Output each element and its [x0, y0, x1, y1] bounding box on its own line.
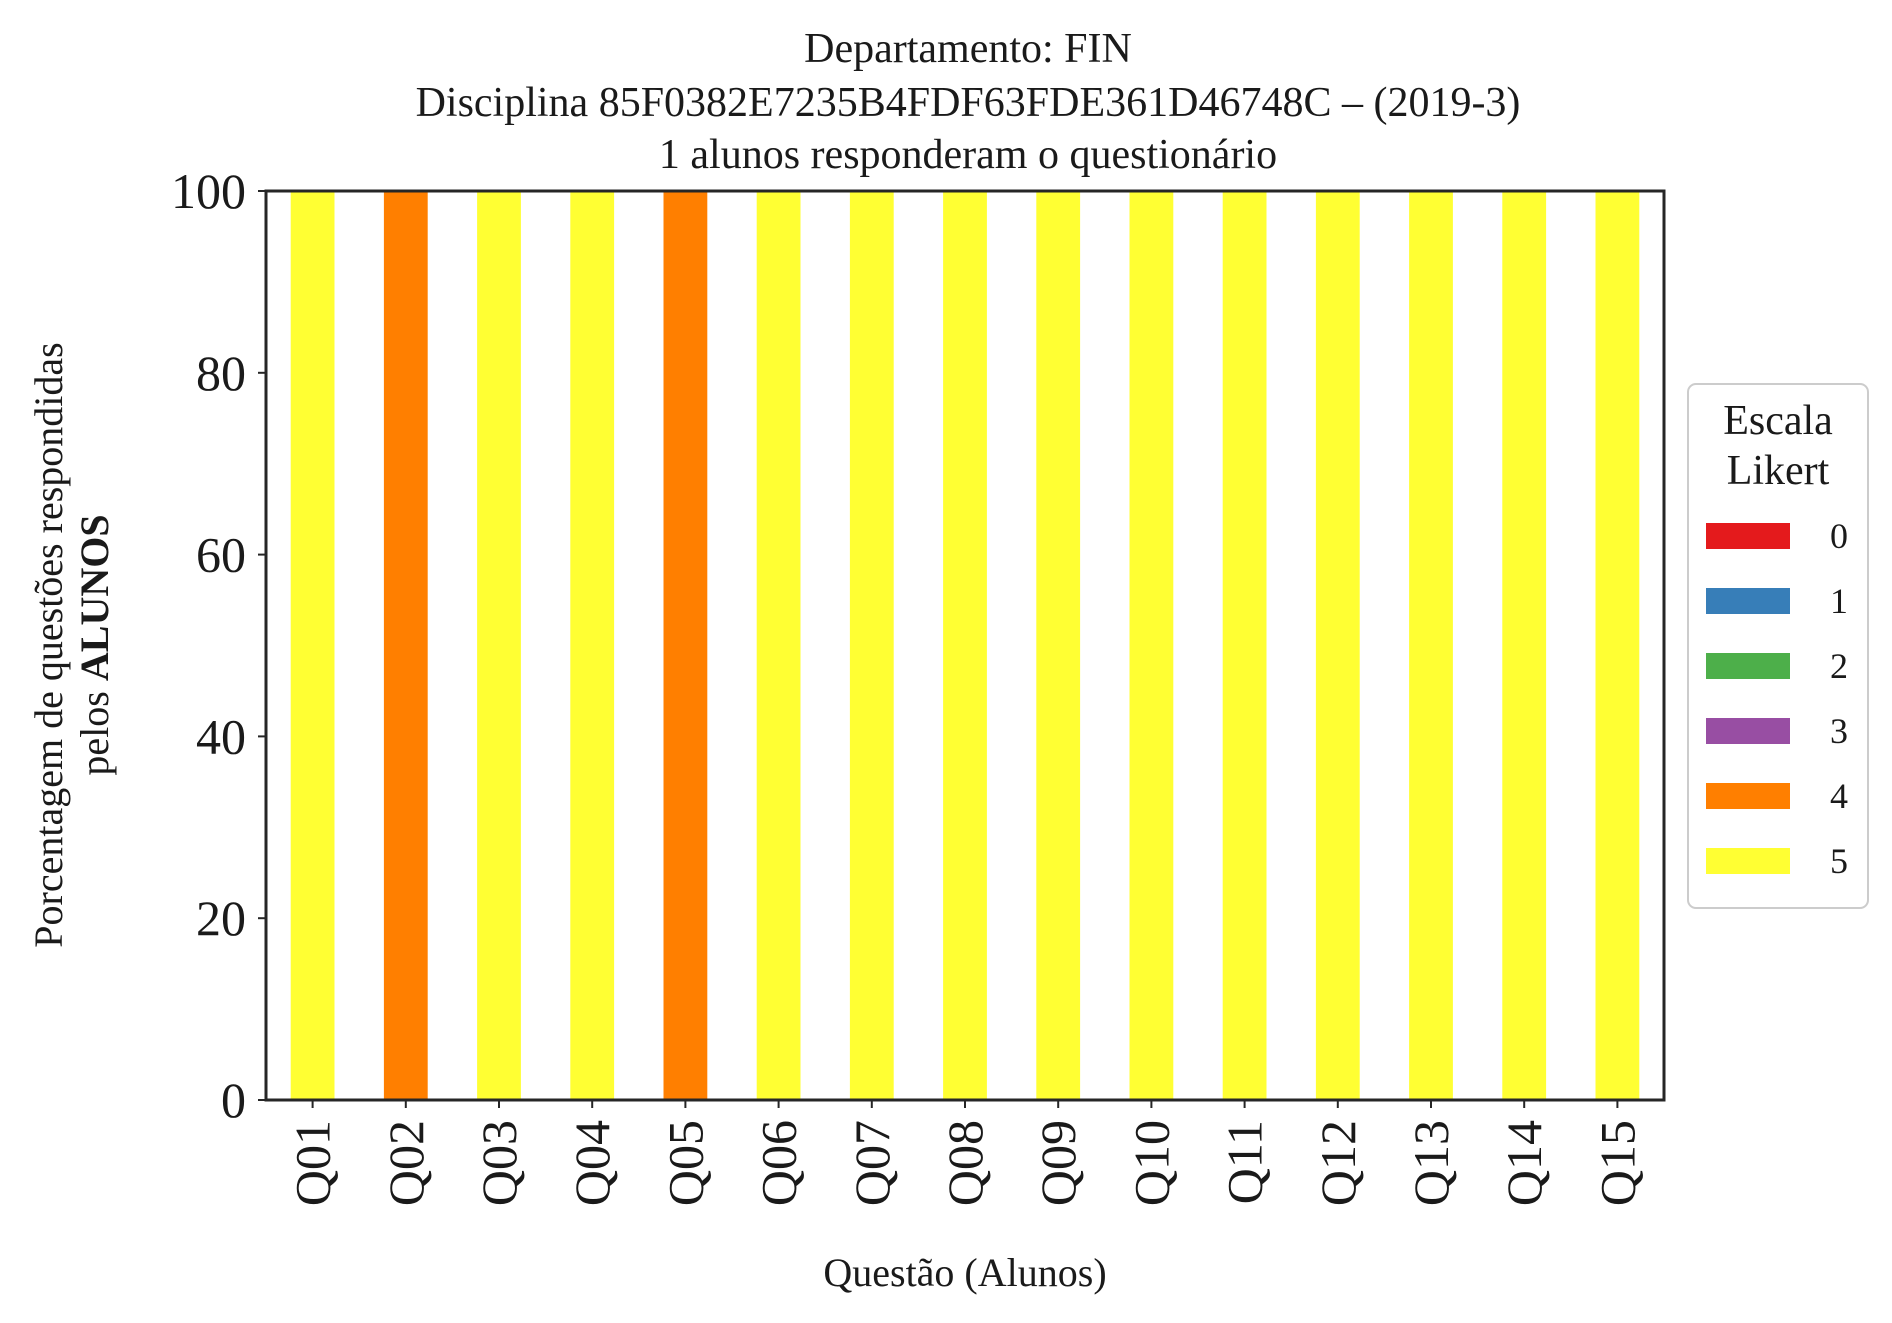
bar-q06-likert-5 [756, 191, 801, 1100]
x-tick-label-q07: Q07 [844, 1120, 900, 1206]
bar-q12-likert-5 [1315, 191, 1360, 1100]
x-tick-label-q13: Q13 [1403, 1120, 1459, 1206]
x-tick-label-q06: Q06 [751, 1120, 807, 1206]
bar-q02-likert-4 [383, 191, 428, 1100]
x-tick-label-q05: Q05 [657, 1120, 713, 1206]
bar-q11-likert-5 [1222, 191, 1267, 1100]
x-axis-label: Questão (Alunos) [823, 1250, 1106, 1295]
x-tick-label-q09: Q09 [1030, 1120, 1086, 1206]
legend-label-3: 3 [1830, 711, 1848, 751]
y-axis-label-pelos: pelos [72, 691, 117, 775]
x-tick-label-q01: Q01 [285, 1120, 341, 1206]
y-axis-label-line-2: pelos ALUNOS [72, 514, 117, 775]
y-tick-label-60: 60 [196, 527, 246, 583]
legend-label-2: 2 [1830, 646, 1848, 686]
legend-label-4: 4 [1830, 776, 1848, 816]
legend-swatch-1 [1706, 588, 1790, 614]
legend-title-line-1: Escala [1723, 398, 1833, 444]
x-tick-label-q03: Q03 [471, 1120, 527, 1206]
y-axis-label-alunos: ALUNOS [72, 514, 117, 681]
x-tick-label-q08: Q08 [937, 1120, 993, 1206]
bar-q09-likert-5 [1036, 191, 1081, 1100]
bar-q08-likert-5 [943, 191, 987, 1100]
y-axis-label: Porcentagem de questões respondidas pelo… [26, 342, 117, 947]
bar-q07-likert-5 [849, 191, 894, 1100]
chart-title: Departamento: FIN Disciplina 85F0382E723… [416, 26, 1521, 178]
title-line-discipline: Disciplina 85F0382E7235B4FDF63FDE361D467… [416, 80, 1521, 126]
legend-swatch-3 [1706, 718, 1790, 744]
y-tick-label-20: 20 [196, 890, 246, 946]
x-axis-ticks: Q01 Q02 Q03 Q04 Q05 Q06 Q07 Q08 Q09 Q10 Q11 Q12 Q13 Q… [285, 1100, 1645, 1206]
legend-swatch-0 [1706, 523, 1790, 549]
bar-q01-likert-5 [290, 191, 335, 1100]
x-tick-label-q15: Q15 [1589, 1120, 1645, 1206]
title-line-respondents: 1 alunos responderam o questionário [659, 132, 1277, 178]
legend-title-line-2: Likert [1727, 448, 1830, 494]
x-tick-label-q10: Q10 [1123, 1120, 1179, 1206]
bar-q10-likert-5 [1129, 191, 1174, 1100]
x-tick-label-q04: Q04 [564, 1120, 620, 1206]
y-tick-label-0: 0 [221, 1072, 246, 1128]
x-tick-label-q11: Q11 [1217, 1120, 1273, 1204]
bar-q05-likert-4 [663, 191, 708, 1100]
legend-items: 0 1 2 3 4 5 [1706, 516, 1848, 881]
bars-group [290, 191, 1640, 1100]
x-tick-label-q14: Q14 [1496, 1120, 1552, 1206]
y-tick-label-40: 40 [196, 708, 246, 764]
legend-label-1: 1 [1830, 581, 1848, 621]
bar-q03-likert-5 [477, 191, 521, 1100]
legend-frame [1687, 383, 1869, 909]
legend: Escala Likert 0 1 2 3 4 5 [1687, 383, 1869, 909]
bar-q13-likert-5 [1409, 191, 1453, 1100]
x-tick-label-q02: Q02 [378, 1120, 434, 1206]
y-tick-label-100: 100 [171, 163, 246, 219]
bar-q04-likert-5 [570, 191, 615, 1100]
legend-swatch-5 [1706, 848, 1790, 874]
legend-swatch-4 [1706, 783, 1790, 809]
bar-q14-likert-5 [1502, 191, 1547, 1100]
title-line-department: Departamento: FIN [804, 26, 1132, 72]
y-axis-label-line-1: Porcentagem de questões respondidas [26, 342, 71, 947]
legend-label-0: 0 [1830, 516, 1848, 556]
bar-q15-likert-5 [1595, 191, 1640, 1100]
x-tick-label-q12: Q12 [1310, 1120, 1366, 1206]
y-axis-ticks: 0 20 40 60 80 100 [171, 163, 266, 1128]
legend-swatch-2 [1706, 653, 1790, 679]
y-tick-label-80: 80 [196, 345, 246, 401]
legend-label-5: 5 [1830, 841, 1848, 881]
